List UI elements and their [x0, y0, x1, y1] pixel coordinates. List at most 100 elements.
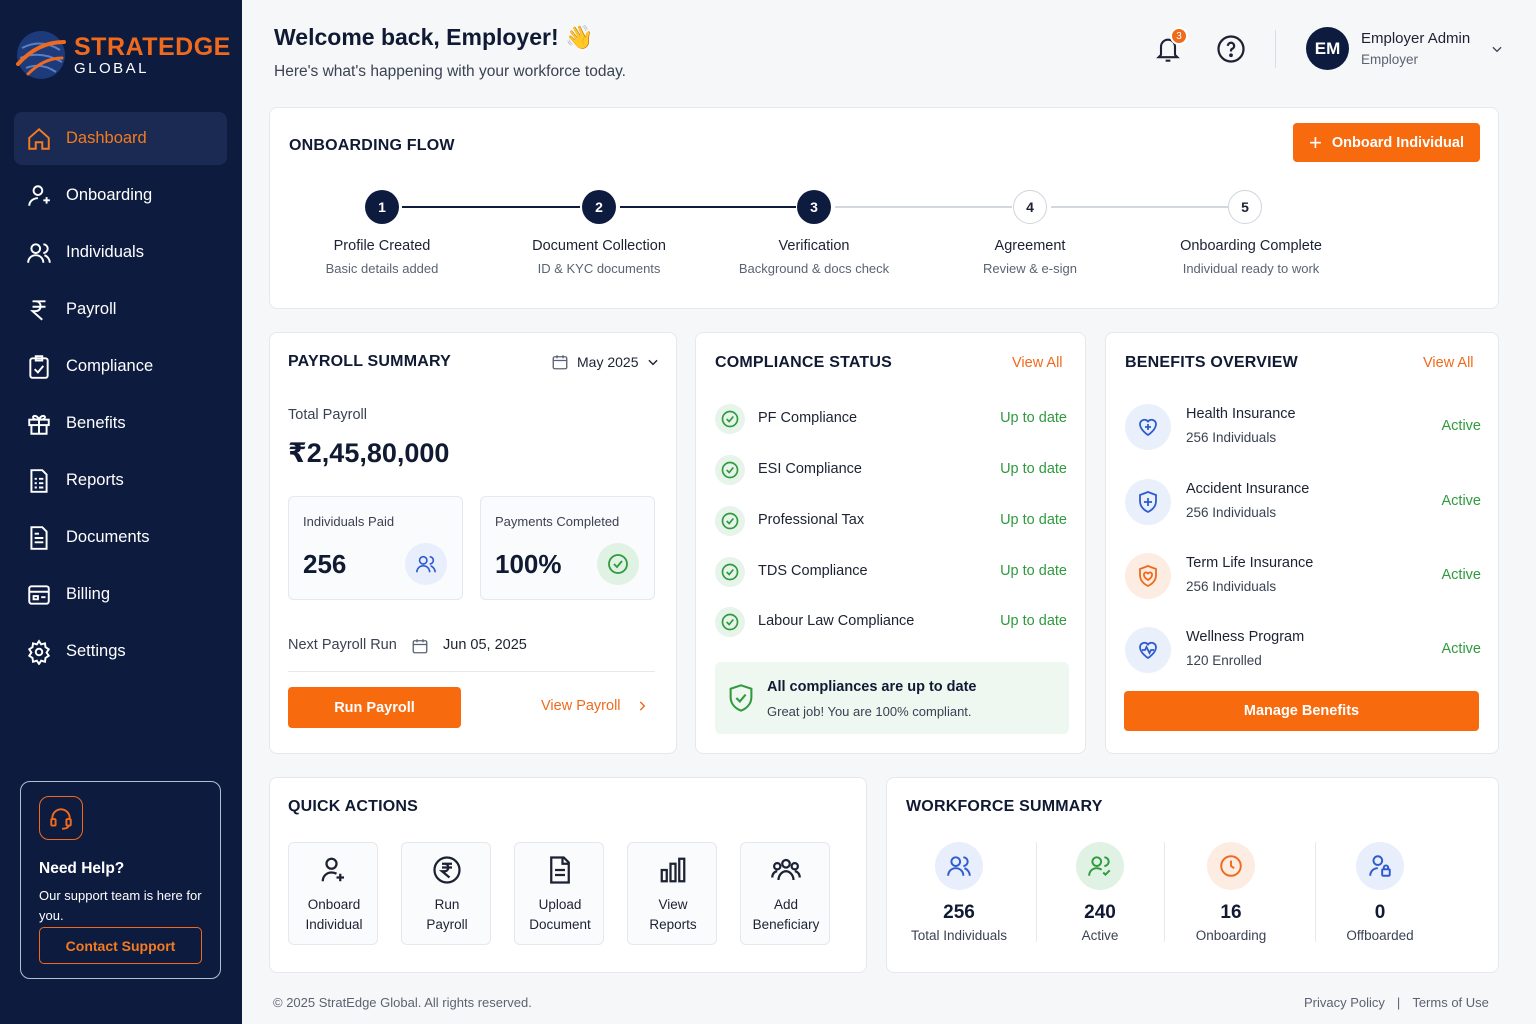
benefit-status: Active [1441, 493, 1482, 509]
benefit-item[interactable]: Term Life Insurance 256 Individuals Acti… [1125, 553, 1481, 603]
privacy-policy-link[interactable]: Privacy Policy [1304, 995, 1385, 1010]
benefit-name: Accident Insurance [1186, 481, 1310, 497]
life-icon [1125, 553, 1171, 599]
billing-icon [28, 584, 50, 605]
chevron-down-icon [648, 359, 659, 366]
sidebar-item-documents[interactable]: Documents [14, 511, 227, 564]
benefit-name: Wellness Program [1186, 629, 1305, 645]
document-icon [550, 856, 570, 884]
compliance-view-all-link[interactable]: View All [1012, 355, 1063, 371]
compliance-banner-title: All compliances are up to date [767, 679, 977, 695]
next-payroll-label: Next Payroll Run [288, 637, 397, 653]
compliance-item[interactable]: TDS Compliance Up to date [715, 557, 1067, 587]
step-subtitle: Review & e-sign [983, 261, 1077, 276]
step-circle[interactable]: 2 [582, 190, 616, 224]
workforce-stat-label: Offboarded [1346, 928, 1414, 943]
workforce-stat-label: Onboarding [1195, 928, 1267, 943]
check-circle-icon [715, 404, 745, 434]
sidebar-item-individuals[interactable]: Individuals [14, 226, 227, 279]
compliance-item[interactable]: PF Compliance Up to date [715, 404, 1067, 434]
workforce-stat-total: 256 Total Individuals [894, 842, 1024, 943]
footer-links: Privacy Policy | Terms of Use [1304, 995, 1489, 1010]
page-subtitle: Here's what's happening with your workfo… [274, 63, 626, 80]
sidebar-item-compliance[interactable]: Compliance [14, 340, 227, 393]
payroll-divider [288, 671, 655, 672]
step-circle[interactable]: 4 [1013, 190, 1047, 224]
check-circle-icon [597, 543, 639, 585]
check-circle-icon [715, 607, 745, 637]
user-check-icon [1076, 842, 1124, 890]
clock-icon [1207, 842, 1255, 890]
run-payroll-button[interactable]: Run Payroll [288, 687, 461, 728]
compliance-item[interactable]: ESI Compliance Up to date [715, 455, 1067, 485]
step-label: Profile Created [333, 238, 431, 254]
quick-action-run-payroll[interactable]: Run Payroll [401, 842, 491, 945]
workforce-stat-active: 240 Active [1035, 842, 1165, 943]
benefit-sub: 120 Enrolled [1186, 653, 1262, 668]
payroll-period-select[interactable]: May 2025 [551, 353, 660, 371]
gear-icon [27, 638, 51, 665]
shield-check-icon [729, 684, 753, 712]
benefits-view-all-link[interactable]: View All [1423, 355, 1474, 371]
workforce-stat-value: 256 [943, 902, 975, 923]
check-circle-icon [715, 506, 745, 536]
notification-badge: 3 [1170, 27, 1188, 45]
quick-action-line1: Add [773, 897, 799, 912]
manage-benefits-button[interactable]: Manage Benefits [1124, 691, 1479, 731]
sidebar-item-dashboard[interactable]: Dashboard [14, 112, 227, 165]
sidebar-item-reports[interactable]: Reports [14, 454, 227, 507]
sidebar-item-benefits[interactable]: Benefits [14, 397, 227, 450]
quick-action-label: Upload Document [515, 895, 605, 935]
individuals-paid-label: Individuals Paid [303, 514, 395, 529]
onboard-individual-button[interactable]: + Onboard Individual [1293, 123, 1480, 162]
compliance-name: PF Compliance [758, 410, 858, 426]
chevron-down-icon[interactable] [1490, 42, 1504, 56]
contact-support-button[interactable]: Contact Support [39, 927, 202, 964]
step-connector [1051, 206, 1228, 208]
compliance-item[interactable]: Professional Tax Up to date [715, 506, 1067, 536]
step-circle[interactable]: 5 [1228, 190, 1262, 224]
step-circle[interactable]: 3 [797, 190, 831, 224]
help-icon[interactable] [1216, 34, 1246, 64]
help-title: Need Help? [39, 860, 125, 877]
workforce-stat-onboarding: 16 Onboarding [1166, 842, 1296, 943]
benefit-status: Active [1441, 641, 1482, 657]
calendar-icon [412, 639, 428, 654]
quick-action-add-beneficiary[interactable]: Add Beneficiary [740, 842, 830, 945]
rupee-icon [29, 299, 46, 320]
check-circle-icon [715, 455, 745, 485]
quick-action-line1: Onboard [307, 897, 361, 912]
step-label: Agreement [994, 238, 1066, 254]
help-card: Need Help? Our support team is here for … [20, 781, 221, 979]
quick-action-label: View Reports [628, 895, 718, 935]
health-icon [1125, 404, 1171, 450]
sidebar-item-settings[interactable]: Settings [14, 625, 227, 678]
quick-action-onboard-individual[interactable]: Onboard Individual [288, 842, 378, 945]
quick-action-line2: Payroll [426, 917, 468, 932]
avatar[interactable]: EM [1306, 27, 1349, 70]
workforce-divider [1315, 842, 1316, 942]
payments-completed-stat: Payments Completed 100% [480, 496, 655, 600]
sidebar-item-payroll[interactable]: Payroll [14, 283, 227, 336]
benefit-item[interactable]: Accident Insurance 256 Individuals Activ… [1125, 479, 1481, 529]
sidebar-item-billing[interactable]: Billing [14, 568, 227, 621]
quick-actions-title: QUICK ACTIONS [288, 798, 419, 815]
compliance-banner: All compliances are up to date Great job… [715, 662, 1069, 734]
plus-icon: + [1309, 129, 1322, 155]
sidebar-item-onboarding[interactable]: Onboarding [14, 169, 227, 222]
benefit-item[interactable]: Wellness Program 120 Enrolled Active [1125, 627, 1481, 677]
quick-action-upload-document[interactable]: Upload Document [514, 842, 604, 945]
sidebar-item-label: Documents [66, 528, 150, 546]
step-circle[interactable]: 1 [365, 190, 399, 224]
quick-action-line2: Document [529, 917, 591, 932]
quick-action-view-reports[interactable]: View Reports [627, 842, 717, 945]
terms-of-use-link[interactable]: Terms of Use [1412, 995, 1489, 1010]
payments-completed-value: 100% [495, 549, 562, 579]
view-payroll-link[interactable]: View Payroll [541, 698, 649, 714]
compliance-item[interactable]: Labour Law Compliance Up to date [715, 607, 1067, 637]
benefit-item[interactable]: Health Insurance 256 Individuals Active [1125, 404, 1481, 454]
brand-logo[interactable]: STRATEDGE GLOBAL [14, 28, 231, 82]
sidebar-item-label: Reports [66, 471, 124, 489]
payroll-period-value: May 2025 [577, 354, 639, 370]
user-name[interactable]: Employer Admin [1361, 30, 1471, 47]
